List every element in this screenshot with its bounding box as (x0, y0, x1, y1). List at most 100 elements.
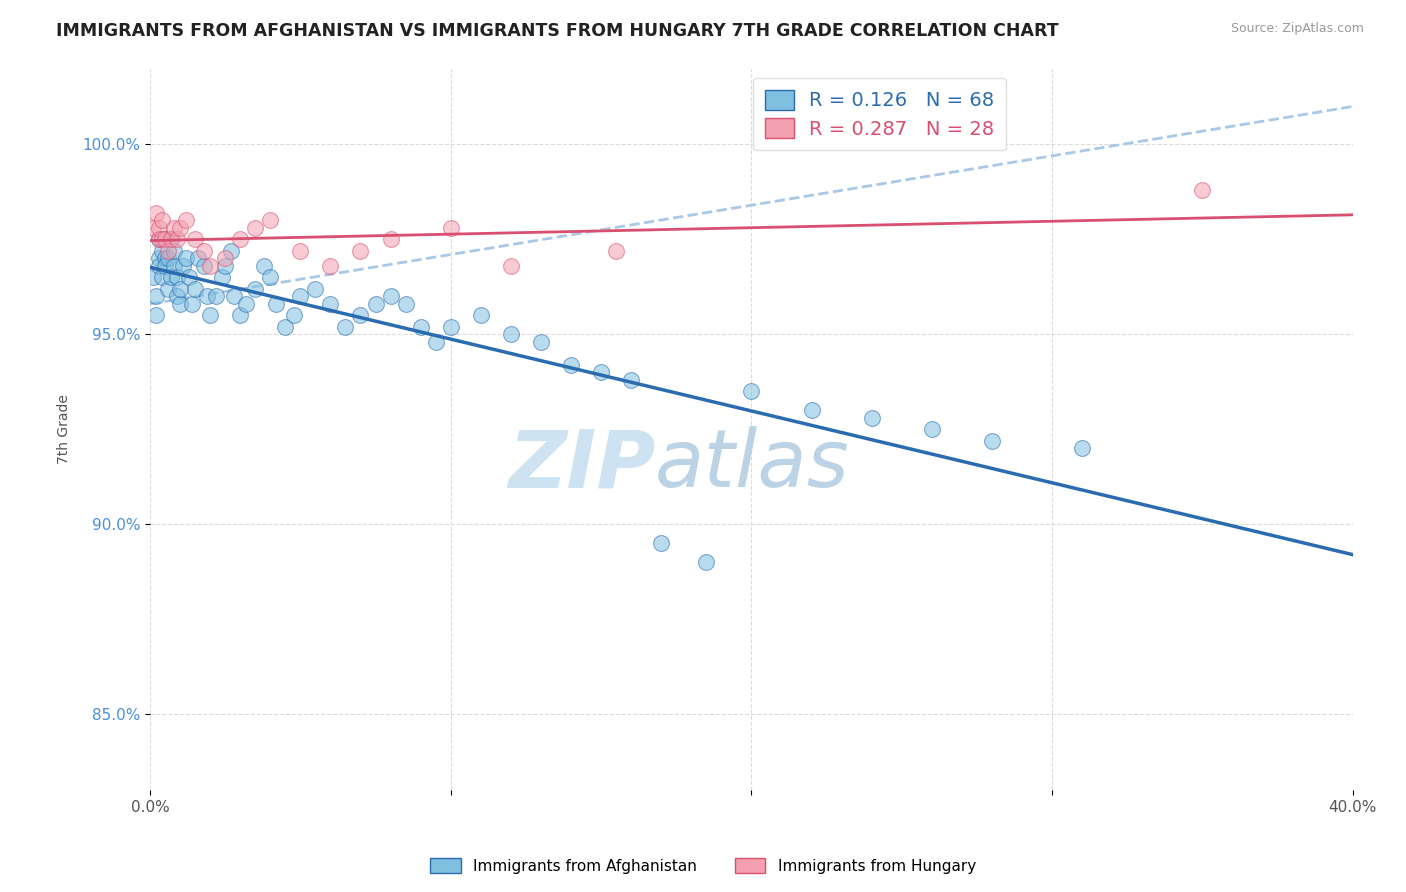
Point (219, 244, 242, 258)
Point (1191, 183, 1213, 197)
Point (214, 259, 236, 273)
Point (229, 232, 252, 246)
Point (174, 252, 197, 266)
Point (193, 244, 215, 258)
Point (620, 373, 643, 387)
Point (184, 232, 207, 246)
Legend: R = 0.126   N = 68, R = 0.287   N = 28: R = 0.126 N = 68, R = 0.287 N = 28 (754, 78, 1007, 151)
Point (605, 244, 627, 258)
Point (187, 252, 209, 266)
Point (181, 297, 204, 311)
Point (163, 259, 186, 273)
Point (193, 259, 215, 273)
Point (169, 297, 191, 311)
Point (860, 410, 883, 425)
Point (148, 232, 170, 246)
Point (921, 422, 943, 436)
Y-axis label: 7th Grade: 7th Grade (58, 394, 72, 464)
Point (589, 365, 612, 379)
Point (148, 252, 170, 266)
Point (380, 232, 402, 246)
Point (695, 555, 717, 569)
Point (530, 334, 553, 349)
Point (157, 252, 180, 266)
Point (157, 244, 180, 258)
Point (142, 221, 165, 235)
Point (160, 232, 183, 246)
Point (290, 289, 312, 303)
Point (229, 308, 252, 322)
Point (163, 244, 186, 258)
Point (205, 289, 228, 303)
Point (290, 244, 312, 258)
Point (253, 259, 276, 273)
Point (245, 282, 267, 296)
Point (304, 282, 326, 296)
Point (214, 252, 236, 266)
Point (259, 213, 281, 227)
Point (153, 232, 176, 246)
Point (169, 221, 191, 235)
Point (319, 297, 342, 311)
Point (160, 232, 183, 246)
Point (349, 244, 371, 258)
Point (148, 221, 170, 235)
Point (245, 221, 267, 235)
Point (560, 358, 582, 372)
Point (335, 319, 357, 334)
Point (148, 232, 170, 246)
Point (142, 270, 165, 285)
Point (349, 308, 371, 322)
Legend: Immigrants from Afghanistan, Immigrants from Hungary: Immigrants from Afghanistan, Immigrants … (425, 852, 981, 880)
Point (150, 270, 173, 285)
Point (380, 289, 402, 303)
Point (470, 308, 492, 322)
Text: IMMIGRANTS FROM AFGHANISTAN VS IMMIGRANTS FROM HUNGARY 7TH GRADE CORRELATION CHA: IMMIGRANTS FROM AFGHANISTAN VS IMMIGRANT… (56, 22, 1059, 40)
Point (153, 232, 176, 246)
Point (150, 213, 173, 227)
Point (195, 289, 218, 303)
Text: ZIP: ZIP (508, 426, 655, 504)
Point (150, 244, 173, 258)
Point (1071, 441, 1094, 455)
Point (166, 289, 188, 303)
Point (169, 282, 191, 296)
Point (145, 308, 167, 322)
Point (177, 270, 200, 285)
Point (157, 282, 180, 296)
Point (319, 259, 342, 273)
Point (394, 297, 416, 311)
Point (198, 259, 221, 273)
Point (166, 270, 188, 285)
Point (172, 259, 194, 273)
Point (740, 384, 762, 399)
Point (274, 319, 297, 334)
Point (184, 282, 207, 296)
Point (211, 270, 233, 285)
Point (499, 327, 522, 342)
Point (174, 213, 197, 227)
Point (425, 334, 447, 349)
Point (980, 434, 1002, 448)
Point (800, 403, 823, 417)
Point (163, 221, 186, 235)
Point (166, 232, 188, 246)
Point (160, 270, 183, 285)
Point (235, 297, 257, 311)
Point (440, 319, 463, 334)
Point (148, 259, 170, 273)
Point (153, 252, 176, 266)
Text: Source: ZipAtlas.com: Source: ZipAtlas.com (1230, 22, 1364, 36)
Point (145, 289, 167, 303)
Point (650, 536, 672, 550)
Point (153, 259, 176, 273)
Point (150, 232, 173, 246)
Point (440, 221, 463, 235)
Point (259, 270, 281, 285)
Point (499, 259, 522, 273)
Point (283, 308, 305, 322)
Point (364, 297, 387, 311)
Point (409, 319, 432, 334)
Point (266, 297, 288, 311)
Text: atlas: atlas (655, 426, 849, 504)
